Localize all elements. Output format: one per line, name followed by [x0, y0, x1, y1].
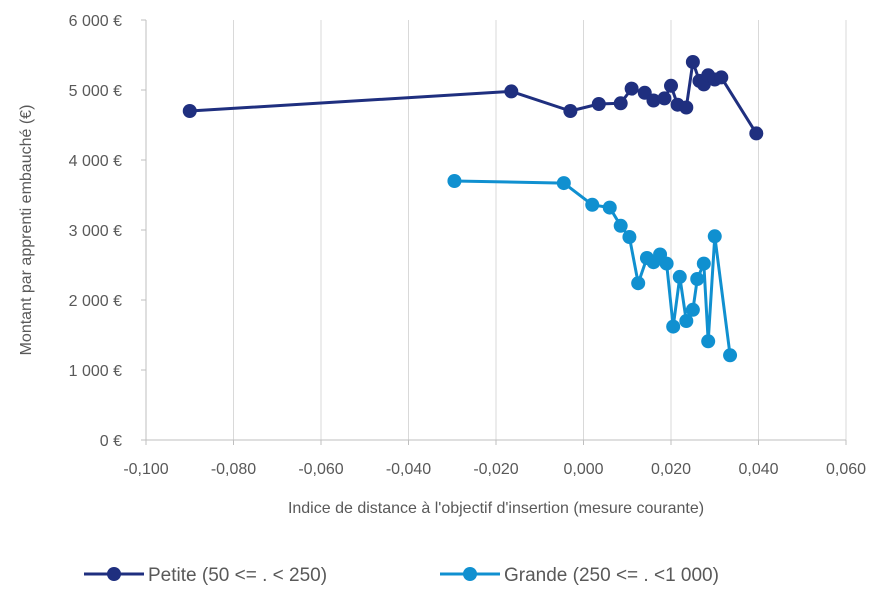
data-point — [646, 93, 661, 108]
data-point — [679, 314, 694, 328]
data-point — [563, 104, 578, 118]
x-tick-label: -0,100 — [123, 461, 168, 478]
x-tick-labels: -0,100 -0,080 -0,060 -0,040 -0,020 0,000 0,020… — [123, 461, 866, 478]
x-tick-label: 0,040 — [738, 461, 778, 478]
data-point — [182, 104, 197, 118]
data-point — [447, 174, 462, 188]
series-layer — [182, 55, 764, 363]
y-tick-label: 0 € — [100, 433, 122, 450]
data-point — [659, 256, 674, 271]
x-tick-label: 0,000 — [563, 461, 603, 478]
legend-label-grande: Grande (250 <= . <1 000) — [504, 565, 719, 586]
data-point — [749, 126, 764, 141]
data-point — [690, 272, 705, 286]
data-point — [666, 319, 681, 334]
series-1 — [447, 174, 738, 363]
data-point — [556, 176, 571, 191]
y-tick-label: 2 000 € — [69, 293, 122, 310]
y-axis-title: Montant par apprenti embauché (€) — [18, 105, 35, 356]
data-point — [631, 276, 646, 291]
x-tick-label: -0,080 — [211, 461, 256, 478]
data-point — [696, 256, 711, 271]
x-tick-label: 0,020 — [651, 461, 691, 478]
data-point — [591, 97, 606, 111]
x-tick-label: 0,060 — [826, 461, 866, 478]
data-point — [723, 348, 738, 363]
series-0 — [182, 55, 764, 141]
x-tick-label: -0,040 — [386, 461, 431, 478]
legend-label-petite: Petite (50 <= . < 250) — [148, 565, 327, 586]
y-tick-label: 3 000 € — [69, 223, 122, 240]
vertical-gridlines — [141, 19, 847, 445]
data-point — [585, 197, 600, 212]
data-point — [685, 302, 700, 317]
y-tick-labels: 0 € 1 000 € 2 000 € 3 000 € 4 000 € 5 000 € 6 … — [69, 13, 122, 450]
data-point — [504, 84, 519, 99]
legend-item-grande: Grande (250 <= . <1 000) — [440, 565, 719, 586]
data-point — [624, 81, 639, 96]
data-point — [602, 200, 617, 215]
data-point — [664, 78, 678, 93]
legend-marker-petite — [107, 567, 121, 581]
x-axis-title: Indice de distance à l'objectif d'insert… — [288, 500, 704, 517]
x-tick-label: -0,060 — [298, 461, 343, 478]
data-point — [679, 100, 694, 115]
data-point — [701, 334, 716, 349]
data-point — [657, 91, 672, 106]
data-point — [613, 96, 628, 111]
data-point — [685, 55, 700, 69]
data-point — [707, 229, 722, 244]
y-tick-label: 1 000 € — [69, 363, 122, 380]
y-tick-label: 4 000 € — [69, 153, 122, 170]
y-tick-label: 6 000 € — [69, 13, 122, 30]
data-point — [613, 218, 628, 233]
legend: Petite (50 <= . < 250) Grande (250 <= . … — [84, 565, 719, 586]
data-point — [622, 230, 637, 244]
legend-marker-grande — [463, 567, 477, 581]
data-point — [714, 70, 729, 85]
x-tick-label: -0,020 — [473, 461, 518, 478]
legend-item-petite: Petite (50 <= . < 250) — [84, 565, 327, 586]
y-tick-label: 5 000 € — [69, 83, 122, 100]
data-point — [672, 269, 687, 284]
